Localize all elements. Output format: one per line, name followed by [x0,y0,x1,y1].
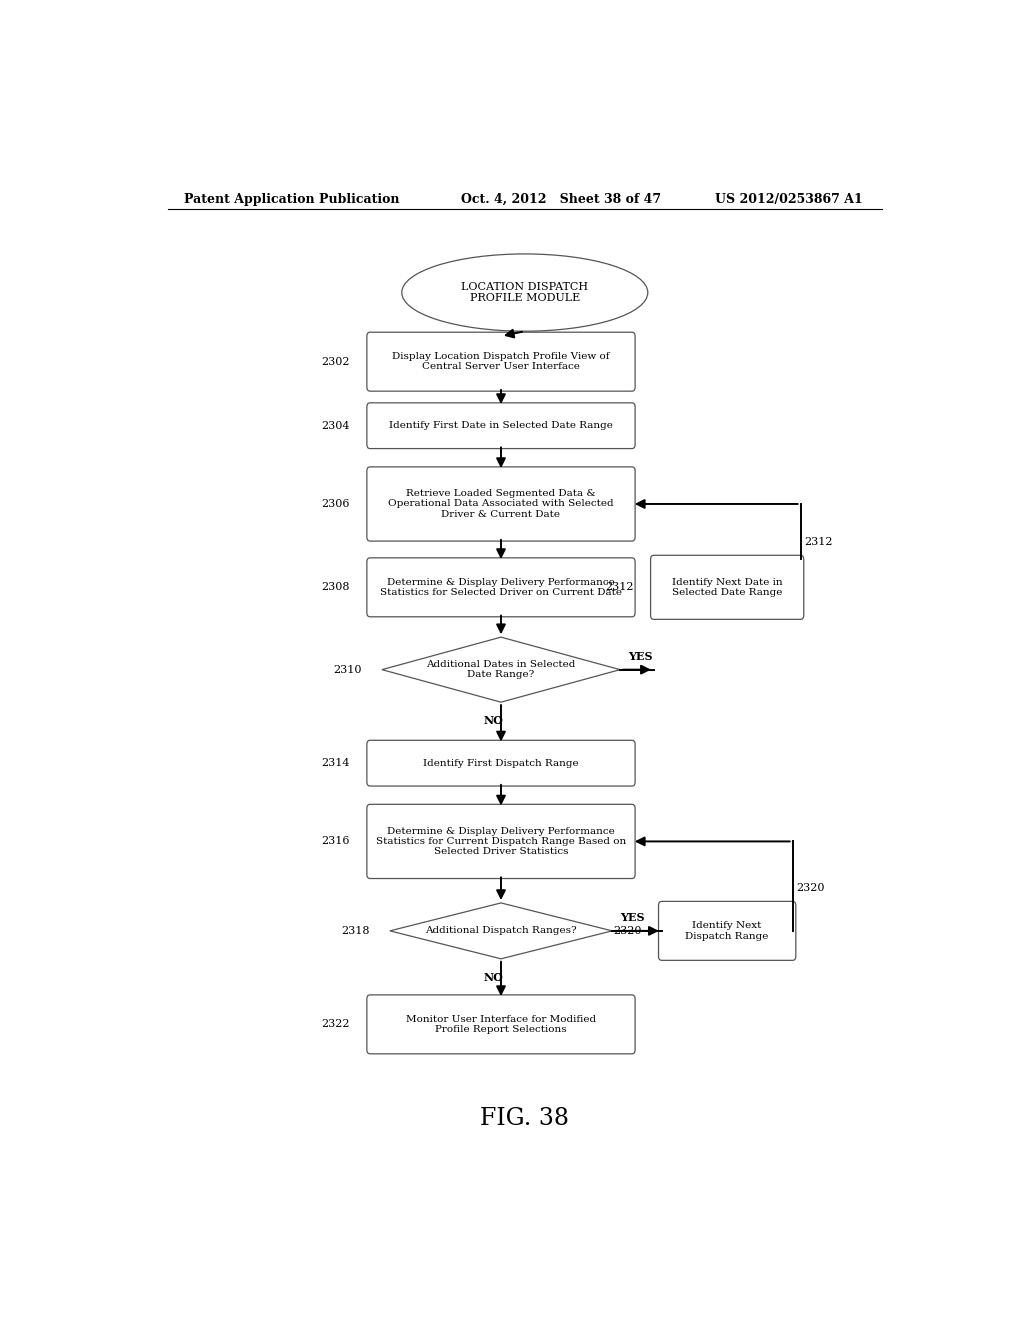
Text: YES: YES [628,651,652,661]
Text: YES: YES [620,912,644,923]
Text: Identify First Dispatch Range: Identify First Dispatch Range [423,759,579,768]
Text: 2320: 2320 [797,883,825,894]
Text: 2312: 2312 [805,537,834,548]
Text: Display Location Dispatch Profile View of
Central Server User Interface: Display Location Dispatch Profile View o… [392,352,609,371]
Text: Additional Dispatch Ranges?: Additional Dispatch Ranges? [425,927,577,936]
Text: 2316: 2316 [322,837,350,846]
Text: Identify First Date in Selected Date Range: Identify First Date in Selected Date Ran… [389,421,613,430]
FancyBboxPatch shape [658,902,796,961]
Text: 2320: 2320 [613,925,642,936]
FancyBboxPatch shape [367,558,635,616]
FancyBboxPatch shape [367,995,635,1053]
Text: US 2012/0253867 A1: US 2012/0253867 A1 [715,193,863,206]
Text: Identify Next Date in
Selected Date Range: Identify Next Date in Selected Date Rang… [672,578,782,597]
Text: NO: NO [483,972,503,982]
Polygon shape [390,903,612,958]
Text: Retrieve Loaded Segmented Data &
Operational Data Associated with Selected
Drive: Retrieve Loaded Segmented Data & Operati… [388,490,613,519]
FancyBboxPatch shape [650,556,804,619]
Text: FIG. 38: FIG. 38 [480,1107,569,1130]
Text: LOCATION DISPATCH
PROFILE MODULE: LOCATION DISPATCH PROFILE MODULE [461,281,589,304]
Text: Identify Next
Dispatch Range: Identify Next Dispatch Range [685,921,769,941]
Text: Oct. 4, 2012   Sheet 38 of 47: Oct. 4, 2012 Sheet 38 of 47 [461,193,662,206]
Text: Monitor User Interface for Modified
Profile Report Selections: Monitor User Interface for Modified Prof… [406,1015,596,1034]
Text: Patent Application Publication: Patent Application Publication [183,193,399,206]
FancyBboxPatch shape [367,403,635,449]
FancyBboxPatch shape [367,804,635,879]
Text: 2310: 2310 [334,665,362,675]
Text: Determine & Display Delivery Performance
Statistics for Selected Driver on Curre: Determine & Display Delivery Performance… [380,578,622,597]
Ellipse shape [401,253,648,331]
Text: 2314: 2314 [322,758,350,768]
FancyBboxPatch shape [367,333,635,391]
Text: Additional Dates in Selected
Date Range?: Additional Dates in Selected Date Range? [426,660,575,680]
Text: Determine & Display Delivery Performance
Statistics for Current Dispatch Range B: Determine & Display Delivery Performance… [376,826,626,857]
Text: 2304: 2304 [322,421,350,430]
Polygon shape [382,638,620,702]
Text: 2312: 2312 [605,582,634,593]
Text: 2306: 2306 [322,499,350,510]
Text: 2308: 2308 [322,582,350,593]
Text: 2318: 2318 [342,925,370,936]
Text: 2322: 2322 [322,1019,350,1030]
Text: NO: NO [483,715,503,726]
Text: 2302: 2302 [322,356,350,367]
FancyBboxPatch shape [367,467,635,541]
FancyBboxPatch shape [367,741,635,785]
